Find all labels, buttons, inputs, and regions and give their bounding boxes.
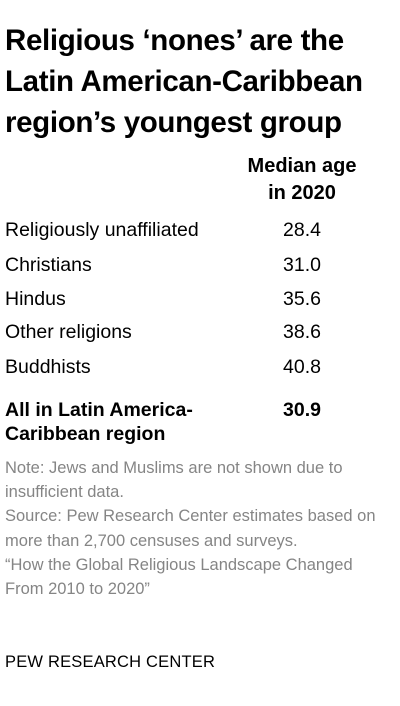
row-label: Buddhists	[5, 356, 91, 378]
row-value: 31.0	[283, 254, 321, 276]
chart-title: Religious ‘nones’ are the Latin American…	[5, 20, 397, 143]
brand-logo-text: PEW RESEARCH CENTER	[5, 653, 216, 671]
title-line: Religious ‘nones’ are the	[5, 24, 344, 57]
row-label: Religiously unaffiliated	[5, 219, 199, 241]
column-header-line: Median age	[247, 155, 357, 177]
table-row: Religiously unaffiliated 28.4	[5, 216, 390, 244]
title-line: Latin American-Caribbean	[5, 65, 363, 98]
row-value: 35.6	[283, 288, 321, 310]
report-title: “How the Global Religious Landscape Chan…	[5, 555, 353, 599]
table-row: Christians 31.0	[5, 251, 390, 279]
row-label: Other religions	[5, 321, 132, 343]
total-label: All in Latin America- Caribbean region	[5, 398, 245, 446]
total-label-line: All in Latin America-	[5, 399, 193, 421]
source-text: Source: Pew Research Center estimates ba…	[5, 507, 376, 550]
row-value: 28.4	[283, 219, 321, 241]
table-row: Buddhists 40.8	[5, 353, 390, 381]
table-row: Hindus 35.6	[5, 285, 390, 313]
table-row: Other religions 38.6	[5, 318, 390, 346]
title-line: region’s youngest group	[5, 106, 342, 139]
column-header-median-age: Median age in 2020	[232, 153, 372, 207]
total-value: 30.9	[283, 399, 321, 421]
footnotes: Note: Jews and Muslims are not shown due…	[5, 456, 390, 601]
row-value: 40.8	[283, 356, 321, 378]
row-label: Hindus	[5, 288, 66, 310]
row-value: 38.6	[283, 321, 321, 343]
note-text: Note: Jews and Muslims are not shown due…	[5, 459, 343, 502]
row-label: Christians	[5, 254, 92, 276]
column-header-line: in 2020	[268, 182, 336, 204]
total-label-line: Caribbean region	[5, 423, 166, 445]
